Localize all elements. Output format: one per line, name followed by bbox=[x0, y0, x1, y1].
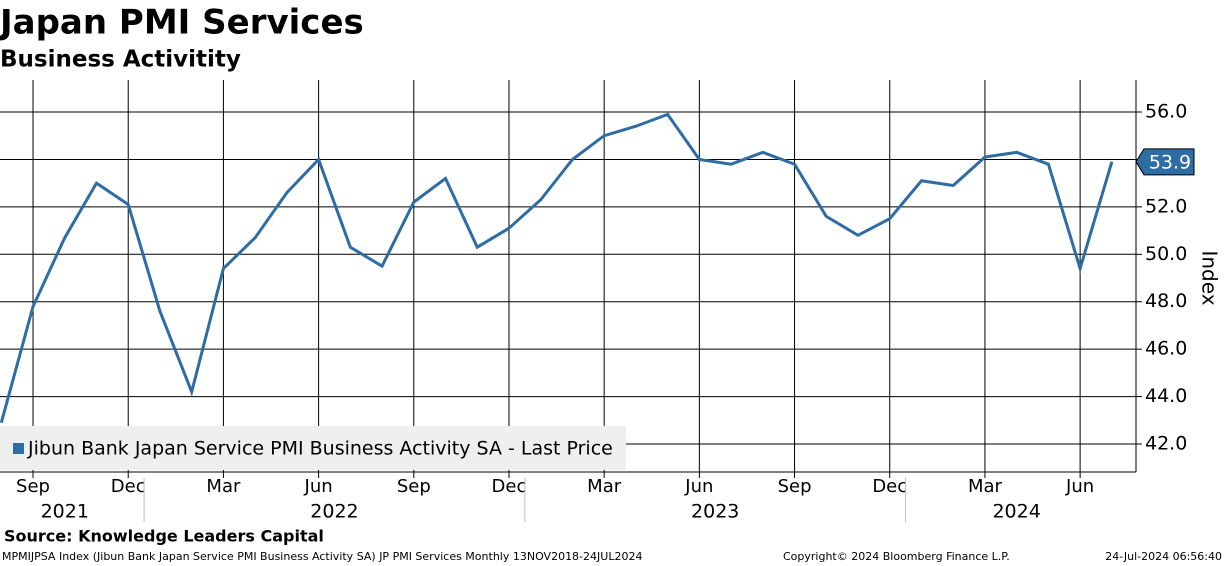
legend-swatch bbox=[13, 443, 24, 454]
x-year-label: 2024 bbox=[992, 501, 1040, 523]
x-tick-label: Dec bbox=[872, 476, 907, 497]
line-series bbox=[0, 112, 1114, 424]
footer-left: MPMIJPSA Index (Jibun Bank Japan Service… bbox=[2, 550, 642, 563]
chart-subtitle: Business Activitity bbox=[0, 47, 241, 73]
footer-center: Copyright© 2024 Bloomberg Finance L.P. bbox=[783, 550, 1010, 563]
y-axis-label: Index bbox=[1198, 250, 1222, 305]
footer-right: 24-Jul-2024 06:56:40 bbox=[1105, 550, 1222, 563]
x-tick-label: Mar bbox=[206, 476, 241, 497]
legend-box bbox=[0, 426, 626, 470]
y-tick-label: 52.0 bbox=[1145, 195, 1187, 217]
x-tick-label: Sep bbox=[778, 476, 812, 497]
chart-title: Japan PMI Services bbox=[0, 3, 364, 43]
x-tick-label: Jun bbox=[304, 476, 333, 497]
last-value-label: 53.9 bbox=[1149, 151, 1191, 173]
x-tick-label: Jun bbox=[1065, 476, 1094, 497]
y-tick-label: 44.0 bbox=[1145, 385, 1187, 407]
y-tick-label: 46.0 bbox=[1145, 338, 1187, 360]
x-year-label: 2023 bbox=[691, 501, 739, 523]
x-tick-label: Mar bbox=[587, 476, 622, 497]
x-tick-label: Sep bbox=[16, 476, 50, 497]
x-tick-label: Dec bbox=[111, 476, 146, 497]
x-year-label: 2022 bbox=[310, 501, 358, 523]
y-tick-label: 56.0 bbox=[1145, 101, 1187, 123]
y-tick-label: 48.0 bbox=[1145, 290, 1187, 312]
y-tick-label: 42.0 bbox=[1145, 433, 1187, 455]
x-tick-label: Sep bbox=[397, 476, 431, 497]
last-value-tag bbox=[1135, 148, 1195, 176]
y-tick-label: 50.0 bbox=[1145, 243, 1187, 265]
x-tick-label: Jun bbox=[684, 476, 713, 497]
x-year-label: 2021 bbox=[41, 501, 89, 523]
legend-label: Jibun Bank Japan Service PMI Business Ac… bbox=[27, 438, 613, 460]
x-tick-label: Dec bbox=[492, 476, 527, 497]
source: Source: Knowledge Leaders Capital bbox=[4, 527, 324, 546]
x-tick-label: Mar bbox=[968, 476, 1003, 497]
